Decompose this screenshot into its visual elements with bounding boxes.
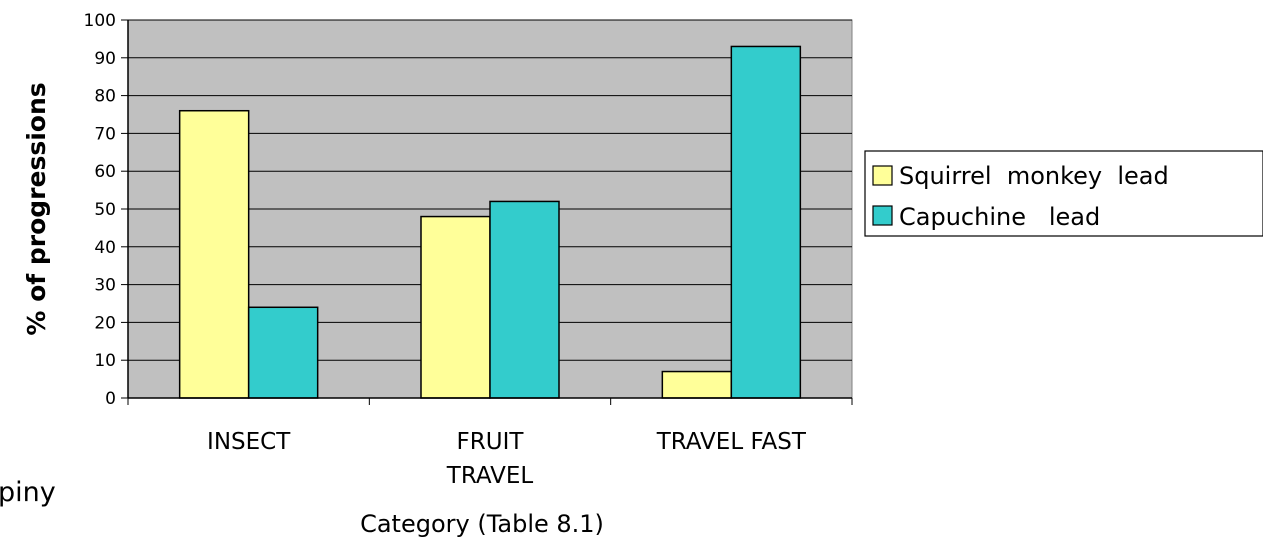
category-labels: INSECT FRUIT TRAVEL TRAVEL FAST xyxy=(207,429,807,489)
category-label: TRAVEL xyxy=(446,463,534,489)
y-tick-label: 10 xyxy=(94,351,116,371)
legend-label-squirrel-monkey-lead: Squirrel monkey lead xyxy=(899,162,1169,190)
bar-squirrel-monkey-lead-0 xyxy=(178,109,250,399)
category-label: TRAVEL FAST xyxy=(656,429,807,455)
x-axis-title: Category (Table 8.1) xyxy=(360,510,604,538)
y-tick-label: 100 xyxy=(84,11,116,31)
y-tick-label: 0 xyxy=(105,389,116,409)
y-axis-title: % of progressions xyxy=(22,82,51,335)
legend-box xyxy=(864,150,1263,237)
side-text-fragment: piny xyxy=(0,477,56,508)
bar-squirrel-monkey-lead-1 xyxy=(420,215,491,399)
category-label: FRUIT xyxy=(457,429,525,455)
y-tick-label: 50 xyxy=(94,200,116,220)
y-tick-label: 20 xyxy=(94,313,116,333)
y-tick-label: 80 xyxy=(94,87,116,107)
bar-capuchine-lead-1 xyxy=(489,200,560,399)
y-tick-label: 90 xyxy=(94,49,116,69)
legend-swatch-capuchine-lead xyxy=(872,205,893,226)
legend-swatch-squirrel-monkey-lead xyxy=(872,165,893,186)
y-tick-label: 40 xyxy=(94,238,116,258)
legend: Squirrel monkey lead Capuchine lead xyxy=(864,150,1263,237)
category-label: INSECT xyxy=(207,429,291,455)
bar-capuchine-lead-0 xyxy=(247,306,319,399)
legend-label-capuchine-lead: Capuchine lead xyxy=(899,203,1100,231)
bar-capuchine-lead-2 xyxy=(730,45,802,399)
bar-squirrel-monkey-lead-2 xyxy=(661,370,733,399)
y-tick-label: 70 xyxy=(94,124,116,144)
y-axis-ticks: 0 10 20 30 40 50 60 70 80 90 100 xyxy=(84,11,128,409)
x-axis-ticks xyxy=(127,398,853,405)
y-tick-label: 60 xyxy=(94,162,116,182)
y-tick-label: 30 xyxy=(94,276,116,296)
bars xyxy=(178,45,802,399)
